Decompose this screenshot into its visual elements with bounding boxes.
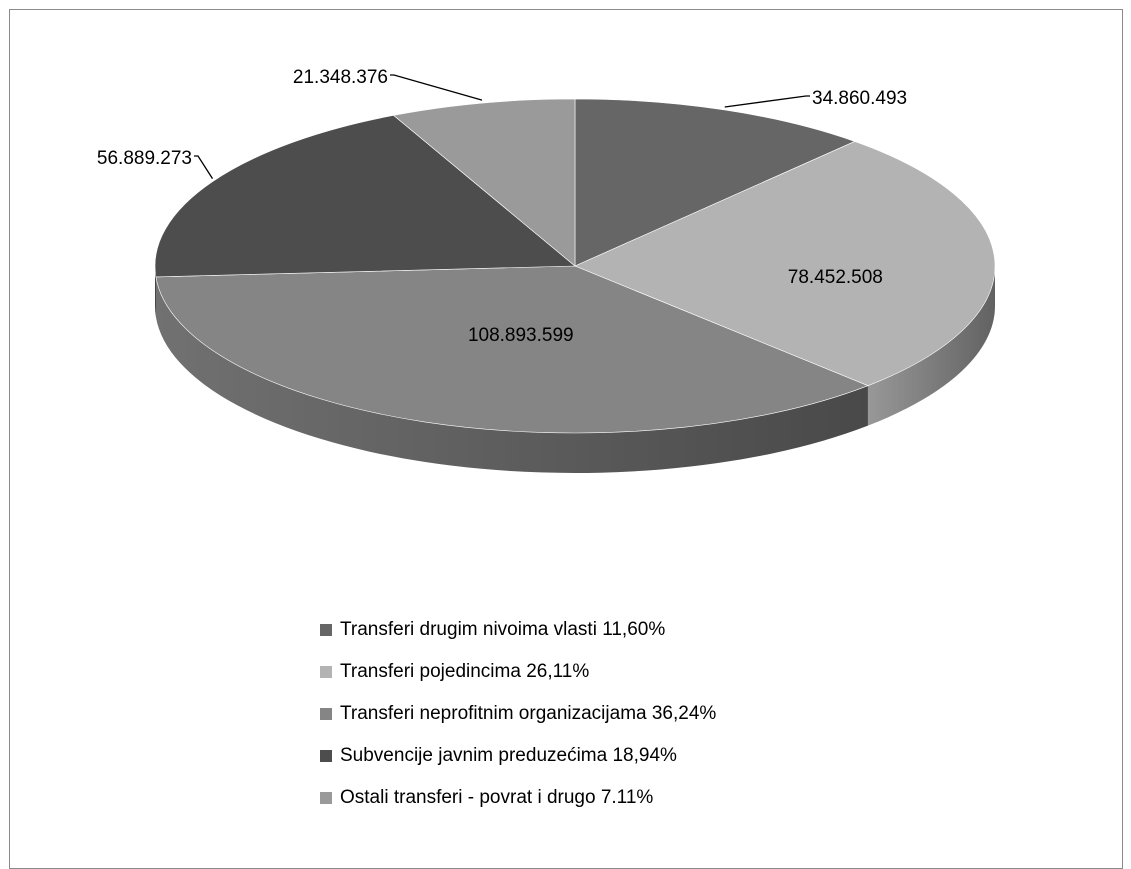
legend-item: Ostali transferi - povrat i drugo 7.11% (320, 787, 716, 809)
leader-line (194, 155, 214, 180)
legend-label: Transferi drugim nivoima vlasti 11,60% (340, 619, 666, 640)
legend-item: Transferi drugim nivoima vlasti 11,60% (320, 619, 716, 641)
pie-slice (154, 115, 576, 278)
pie-side-2 (155, 276, 868, 474)
legend-label: Ostali transferi - povrat i drugo 7.11% (340, 787, 654, 808)
legend-item: Transferi neprofitnim organizacijama 36,… (320, 703, 716, 725)
pie-side-3 (155, 266, 156, 317)
legend-swatch (320, 750, 332, 762)
data-label: 56.889.273 (97, 148, 192, 169)
legend-label: Subvencije javnim preduzećima 18,94% (340, 745, 677, 766)
legend-swatch (320, 666, 332, 678)
legend-label: Transferi pojedincima 26,11% (340, 661, 590, 682)
pie-chart: 34.860.493 78.452.508 108.893.599 56.889.27… (97, 67, 996, 474)
data-label: 21.348.376 (293, 67, 388, 88)
pie-side-1 (867, 266, 995, 426)
legend-swatch (320, 792, 332, 804)
data-label: 78.452.508 (788, 267, 883, 288)
legend-item: Subvencije javnim preduzećima 18,94% (320, 745, 716, 767)
pie-slice (155, 265, 869, 434)
legend-swatch (320, 624, 332, 636)
leader-line (724, 95, 810, 108)
data-label: 108.893.599 (468, 325, 574, 346)
pie-slice (392, 98, 576, 267)
legend: Transferi drugim nivoima vlasti 11,60% T… (320, 619, 716, 829)
legend-item: Transferi pojedincima 26,11% (320, 661, 716, 683)
pie-side-walls (155, 266, 995, 474)
leader-line (390, 74, 483, 101)
pie-slice (574, 141, 996, 386)
pie-slice (574, 98, 856, 267)
data-label: 34.860.493 (812, 88, 907, 109)
legend-swatch (320, 708, 332, 720)
legend-label: Transferi neprofitnim organizacijama 36,… (340, 703, 717, 724)
